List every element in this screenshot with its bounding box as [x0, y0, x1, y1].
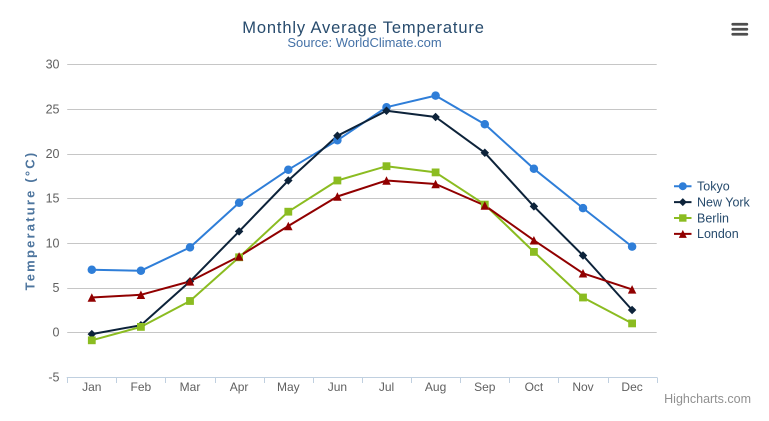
svg-text:Jan: Jan: [82, 380, 101, 394]
svg-text:New York: New York: [697, 195, 751, 209]
svg-text:May: May: [277, 380, 300, 394]
svg-text:Highcharts.com: Highcharts.com: [664, 392, 751, 406]
svg-text:10: 10: [46, 236, 60, 250]
svg-text:Sep: Sep: [474, 380, 496, 394]
svg-text:Feb: Feb: [131, 380, 152, 394]
svg-text:25: 25: [46, 102, 60, 116]
svg-text:30: 30: [46, 58, 60, 72]
svg-text:20: 20: [46, 147, 60, 161]
svg-text:5: 5: [53, 281, 60, 295]
svg-text:0: 0: [53, 326, 60, 340]
svg-text:Tokyo: Tokyo: [697, 180, 730, 194]
svg-text:Jul: Jul: [379, 380, 394, 394]
svg-text:15: 15: [46, 192, 60, 206]
svg-text:Mar: Mar: [180, 380, 201, 394]
svg-text:Dec: Dec: [621, 380, 642, 394]
svg-text:Aug: Aug: [425, 380, 446, 394]
svg-text:Nov: Nov: [572, 380, 593, 394]
svg-text:Oct: Oct: [525, 380, 544, 394]
svg-text:London: London: [697, 227, 739, 241]
svg-text:Apr: Apr: [230, 380, 249, 394]
svg-text:Jun: Jun: [328, 380, 347, 394]
svg-text:Temperature (°C): Temperature (°C): [23, 151, 38, 291]
svg-text:Source: WorldClimate.com: Source: WorldClimate.com: [287, 35, 441, 50]
svg-text:Monthly Average Temperature: Monthly Average Temperature: [242, 19, 484, 37]
svg-text:-5: -5: [48, 370, 59, 384]
svg-text:Berlin: Berlin: [697, 211, 729, 225]
